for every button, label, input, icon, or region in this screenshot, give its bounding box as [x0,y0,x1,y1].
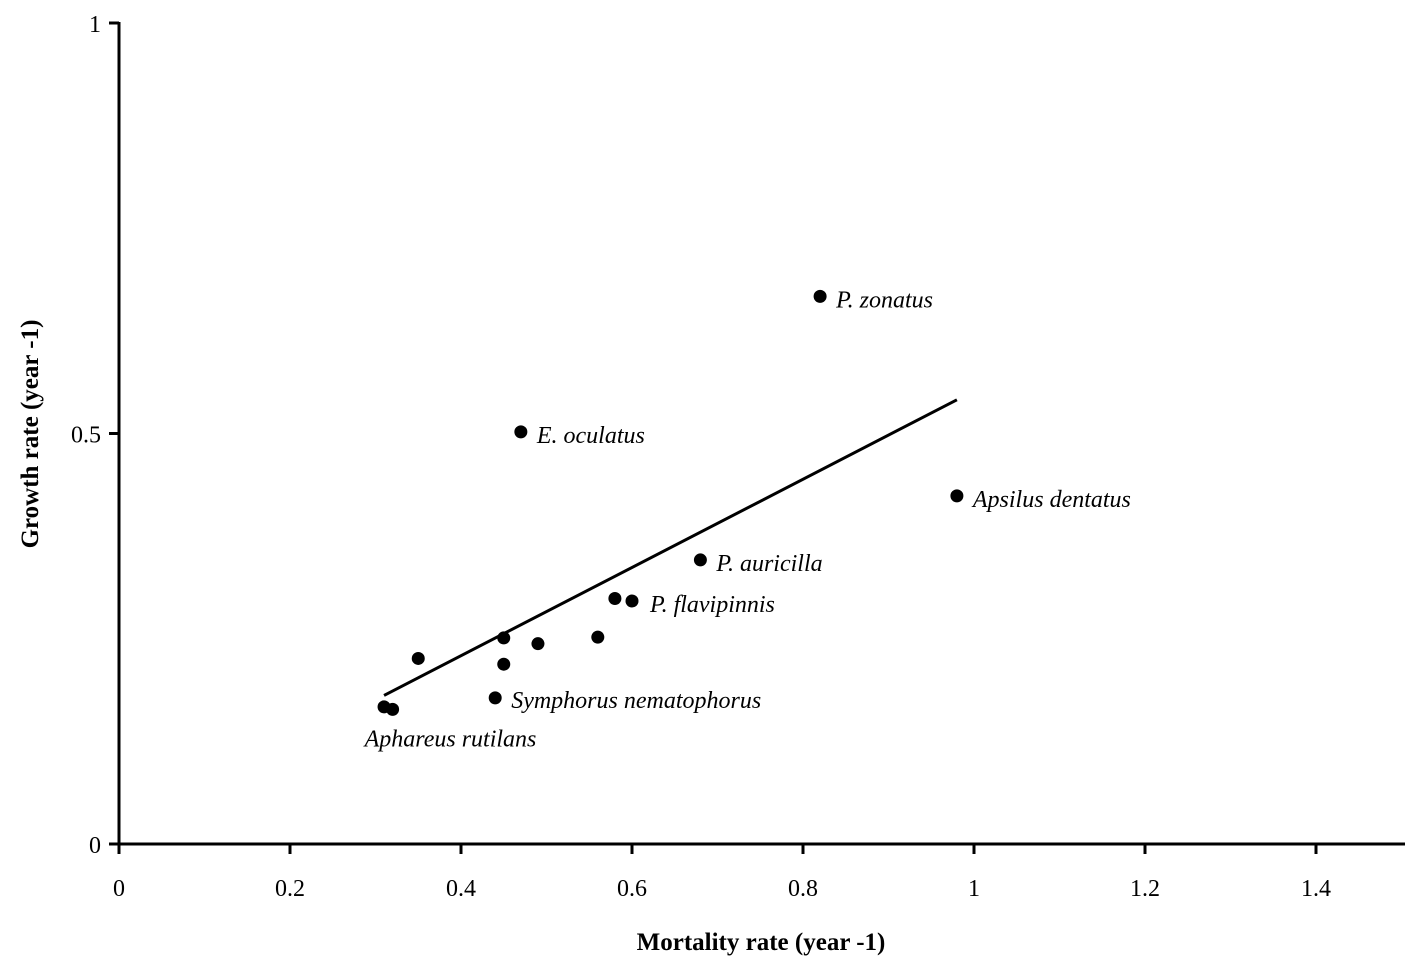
point-labels-group: P. zonatus E. oculatus Apsilus dentatus P. … [363,287,1131,752]
point-label: P. auricilla [715,551,822,577]
point-label: Apsilus dentatus [971,487,1131,513]
data-point [531,637,545,651]
point-label: P. flavipinnis [649,592,775,618]
data-point [693,553,707,567]
data-point [625,594,639,608]
data-point [591,630,605,644]
x-tick-group: 0 0.2 0.4 0.6 0.8 1 1.2 1.4 [113,844,1331,902]
points-group [377,289,964,716]
point-label: Aphareus rutilans [363,726,537,752]
data-point [411,651,425,665]
trendline [383,398,958,697]
x-tick-label: 0.2 [275,876,305,902]
data-point [497,657,511,671]
point-label: P. zonatus [835,287,933,313]
y-tick-label: 1 [89,12,101,38]
x-tick-label: 0.8 [788,876,818,902]
x-axis-title: Mortality rate (year -1) [637,929,886,956]
y-tick-group: 00.51 [71,12,119,859]
data-point [514,425,528,439]
x-tick-label: 1 [968,876,980,902]
y-axis-title: Growth rate (year -1) [17,320,44,549]
data-point [488,691,502,705]
x-tick-label: 0 [113,876,125,902]
x-tick-label: 0.4 [446,876,476,902]
x-tick-label: 0.6 [617,876,647,902]
point-label: E. oculatus [536,423,645,449]
x-tick-label: 1.4 [1301,876,1331,902]
y-tick-label: 0.5 [71,423,101,449]
data-point [386,702,400,716]
data-point [950,489,964,503]
data-point [497,631,511,645]
data-point [813,289,827,303]
point-label: Symphorus nematophorus [511,688,761,714]
x-tick-label: 1.2 [1130,876,1160,902]
y-tick-label: 0 [89,833,101,859]
data-point [608,592,622,606]
